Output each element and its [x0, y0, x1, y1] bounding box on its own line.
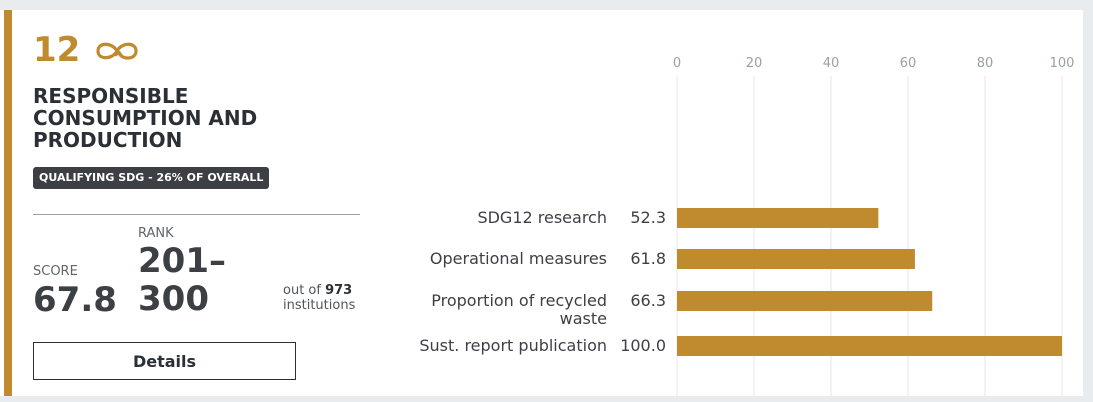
x-tick-label: 0 — [673, 56, 681, 71]
rank-value: 201–300 — [138, 241, 226, 319]
sdg-title: RESPONSIBLE CONSUMPTION AND PRODUCTION — [33, 84, 258, 152]
score-value: 67.8 — [33, 280, 117, 320]
category-label: waste — [560, 309, 607, 328]
x-tick-label: 40 — [823, 56, 840, 71]
value-label: 61.8 — [630, 249, 666, 268]
accent-bar — [4, 10, 12, 396]
rank-label: RANK — [138, 226, 174, 241]
bar — [677, 291, 933, 311]
sdg-number: 12 — [33, 30, 81, 70]
out-of-institutions: out of 973 institutions — [283, 283, 355, 313]
category-label: Proportion of recycled — [431, 291, 607, 310]
indicator-bar-chart: 0 20 40 60 80 100 52.3 SDG12 research 61.8 Operat… — [419, 56, 1075, 396]
divider — [33, 214, 360, 215]
category-label: Sust. report publication — [419, 336, 607, 355]
x-tick-label: 80 — [977, 56, 994, 71]
x-tick-label: 100 — [1050, 56, 1075, 71]
qualifying-badge: QUALIFYING SDG - 26% OF OVERALL — [33, 167, 270, 189]
bar — [677, 336, 1062, 356]
x-tick-label: 20 — [746, 56, 763, 71]
infinity-loop-icon — [96, 42, 138, 60]
out-of-suffix: institutions — [283, 298, 356, 313]
out-of-prefix: out of — [283, 283, 321, 298]
details-button[interactable]: Details — [33, 342, 296, 380]
institution-count: 973 — [325, 283, 353, 298]
value-label: 66.3 — [630, 291, 666, 310]
score-label: SCORE — [33, 264, 78, 279]
category-label: Operational measures — [430, 249, 607, 268]
value-label: 100.0 — [620, 336, 666, 355]
bar — [677, 208, 879, 228]
value-label: 52.3 — [630, 208, 666, 227]
bar — [677, 249, 915, 269]
x-tick-label: 60 — [900, 56, 917, 71]
category-label: SDG12 research — [477, 208, 607, 227]
sdg-card: 12 RESPONSIBLE CONSUMPTION AND PRODUCTIO… — [0, 10, 1083, 396]
